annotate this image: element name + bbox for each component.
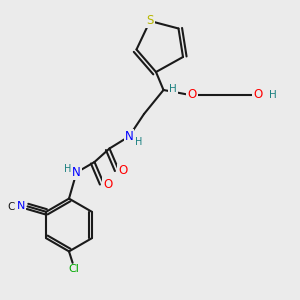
Text: S: S <box>146 14 154 28</box>
Text: H: H <box>135 137 142 147</box>
Text: H: H <box>169 83 177 94</box>
Text: H: H <box>269 89 277 100</box>
Text: O: O <box>254 88 262 101</box>
Text: N: N <box>72 166 81 179</box>
Text: H: H <box>64 164 72 175</box>
Text: O: O <box>188 88 196 101</box>
Text: N: N <box>17 201 25 211</box>
Text: Cl: Cl <box>69 264 80 274</box>
Text: O: O <box>118 164 127 178</box>
Text: N: N <box>124 130 134 143</box>
Text: O: O <box>103 178 112 191</box>
Text: C: C <box>7 202 15 212</box>
